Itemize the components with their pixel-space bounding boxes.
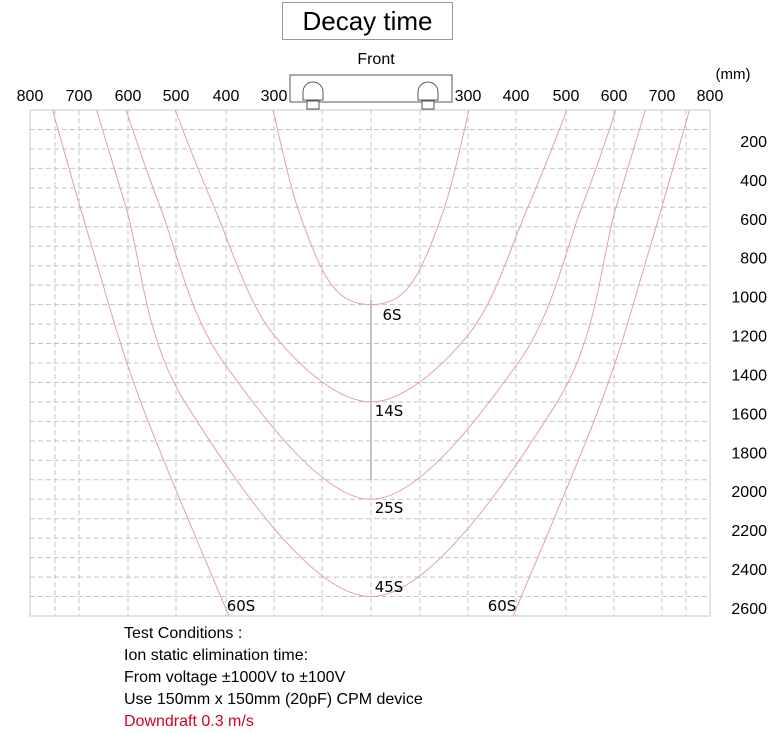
- x-tick-label: 600: [115, 88, 142, 105]
- decay-curves: [52, 109, 690, 617]
- curve-labels: 6S 14S 25S 45S 60S 60S: [227, 306, 517, 615]
- y-tick-label: 1800: [731, 445, 767, 462]
- x-tick-label: 800: [697, 88, 724, 105]
- curve-label-60s: 60S: [488, 597, 517, 615]
- conditions-line-1: Ion static elimination time:: [124, 647, 309, 664]
- y-axis-ticks: 200 400 600 800 1000 1200 1400 1600 1800 2000 2200…: [731, 134, 767, 618]
- y-tick-label: 1200: [731, 329, 767, 346]
- x-tick-label: 600: [601, 88, 628, 105]
- x-tick-label: 500: [163, 88, 190, 105]
- y-tick-label: 1600: [731, 406, 767, 423]
- curve-label-25s: 25S: [375, 499, 404, 517]
- chart-title: Decay time: [282, 2, 453, 40]
- curve-6s: [272, 109, 470, 306]
- curve-label-6s: 6S: [382, 306, 401, 324]
- curve-14s: [174, 109, 568, 403]
- y-tick-label: 600: [740, 212, 767, 229]
- y-tick-label: 800: [740, 251, 767, 268]
- curve-label-60s: 60S: [227, 597, 256, 615]
- x-tick-label: 700: [66, 88, 93, 105]
- y-tick-label: 1400: [731, 367, 767, 384]
- plot-area-frame: [29, 109, 711, 617]
- test-conditions: Test Conditions : Ion static elimination…: [124, 623, 423, 733]
- conditions-heading: Test Conditions :: [124, 625, 243, 642]
- front-label: Front: [357, 51, 395, 68]
- grid: [30, 110, 710, 616]
- y-tick-label: 200: [740, 134, 767, 151]
- x-tick-label: 300: [455, 88, 482, 105]
- y-tick-label: 2000: [731, 484, 767, 501]
- x-tick-label: 400: [503, 88, 530, 105]
- y-tick-label: 2600: [731, 601, 767, 618]
- x-tick-label: 400: [213, 88, 240, 105]
- y-tick-label: 1000: [731, 290, 767, 307]
- y-tick-label: 400: [740, 173, 767, 190]
- unit-label: (mm): [716, 66, 751, 83]
- y-tick-label: 2200: [731, 523, 767, 540]
- conditions-line-2: From voltage ±1000V to ±100V: [124, 669, 346, 686]
- x-tick-label: 300: [261, 88, 288, 105]
- conditions-line-3: Use 150mm x 150mm (20pF) CPM device: [124, 691, 423, 708]
- curve-60s-left: [52, 109, 230, 617]
- x-tick-label: 700: [649, 88, 676, 105]
- curve-45s: [96, 109, 646, 598]
- x-axis-ticks: 800 700 600 500 400 300 300 400 500 600 700 800: [17, 88, 724, 105]
- x-tick-label: 500: [553, 88, 580, 105]
- curve-60s-right: [512, 109, 690, 617]
- conditions-line-4: Downdraft 0.3 m/s: [124, 713, 254, 730]
- curve-label-45s: 45S: [375, 578, 404, 596]
- y-tick-label: 2400: [731, 562, 767, 579]
- curve-label-14s: 14S: [375, 402, 404, 420]
- ionizer-device: [289, 74, 453, 110]
- curve-25s: [125, 109, 617, 500]
- x-tick-label: 800: [17, 88, 44, 105]
